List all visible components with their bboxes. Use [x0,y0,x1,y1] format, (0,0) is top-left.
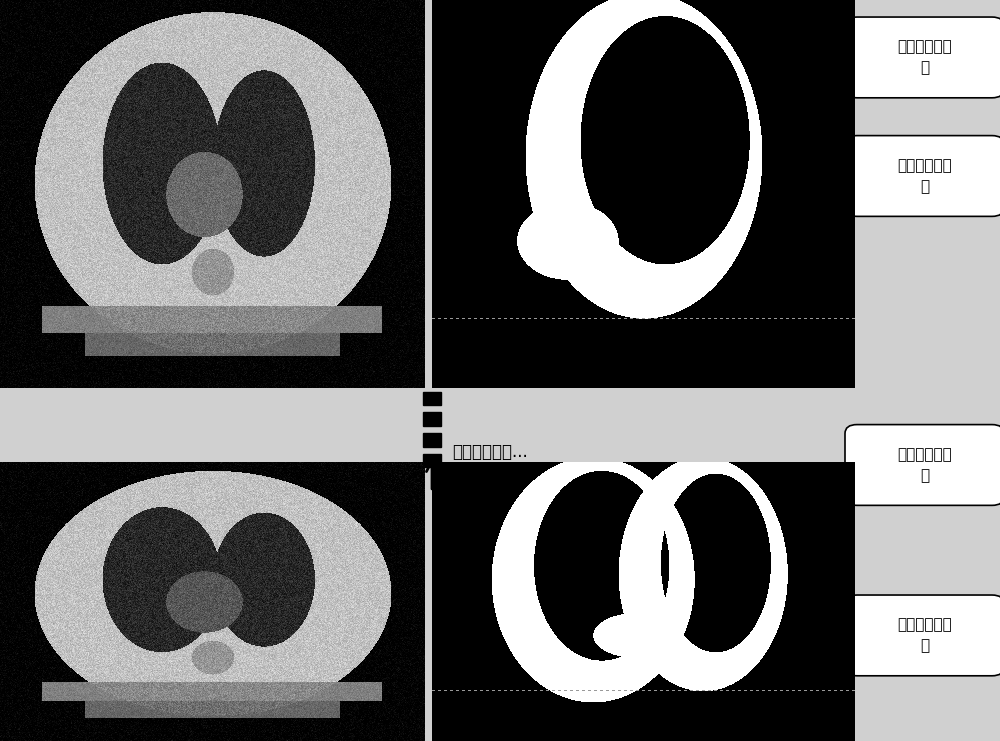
Text: 时间序列图像...: 时间序列图像... [452,443,528,461]
FancyBboxPatch shape [845,425,1000,505]
FancyBboxPatch shape [423,454,441,468]
FancyBboxPatch shape [423,433,441,447]
FancyArrowPatch shape [426,460,438,489]
Text: 随心脏运动改
变: 随心脏运动改 变 [897,39,952,76]
FancyBboxPatch shape [423,413,441,426]
Text: 随血管运动改
变: 随血管运动改 变 [897,158,952,194]
Text: 随肿瘤运动改
变: 随肿瘤运动改 变 [897,617,952,654]
FancyBboxPatch shape [845,595,1000,676]
Text: 随血管运动改
变: 随血管运动改 变 [897,447,952,483]
FancyBboxPatch shape [423,392,441,405]
FancyBboxPatch shape [845,17,1000,98]
FancyBboxPatch shape [845,136,1000,216]
